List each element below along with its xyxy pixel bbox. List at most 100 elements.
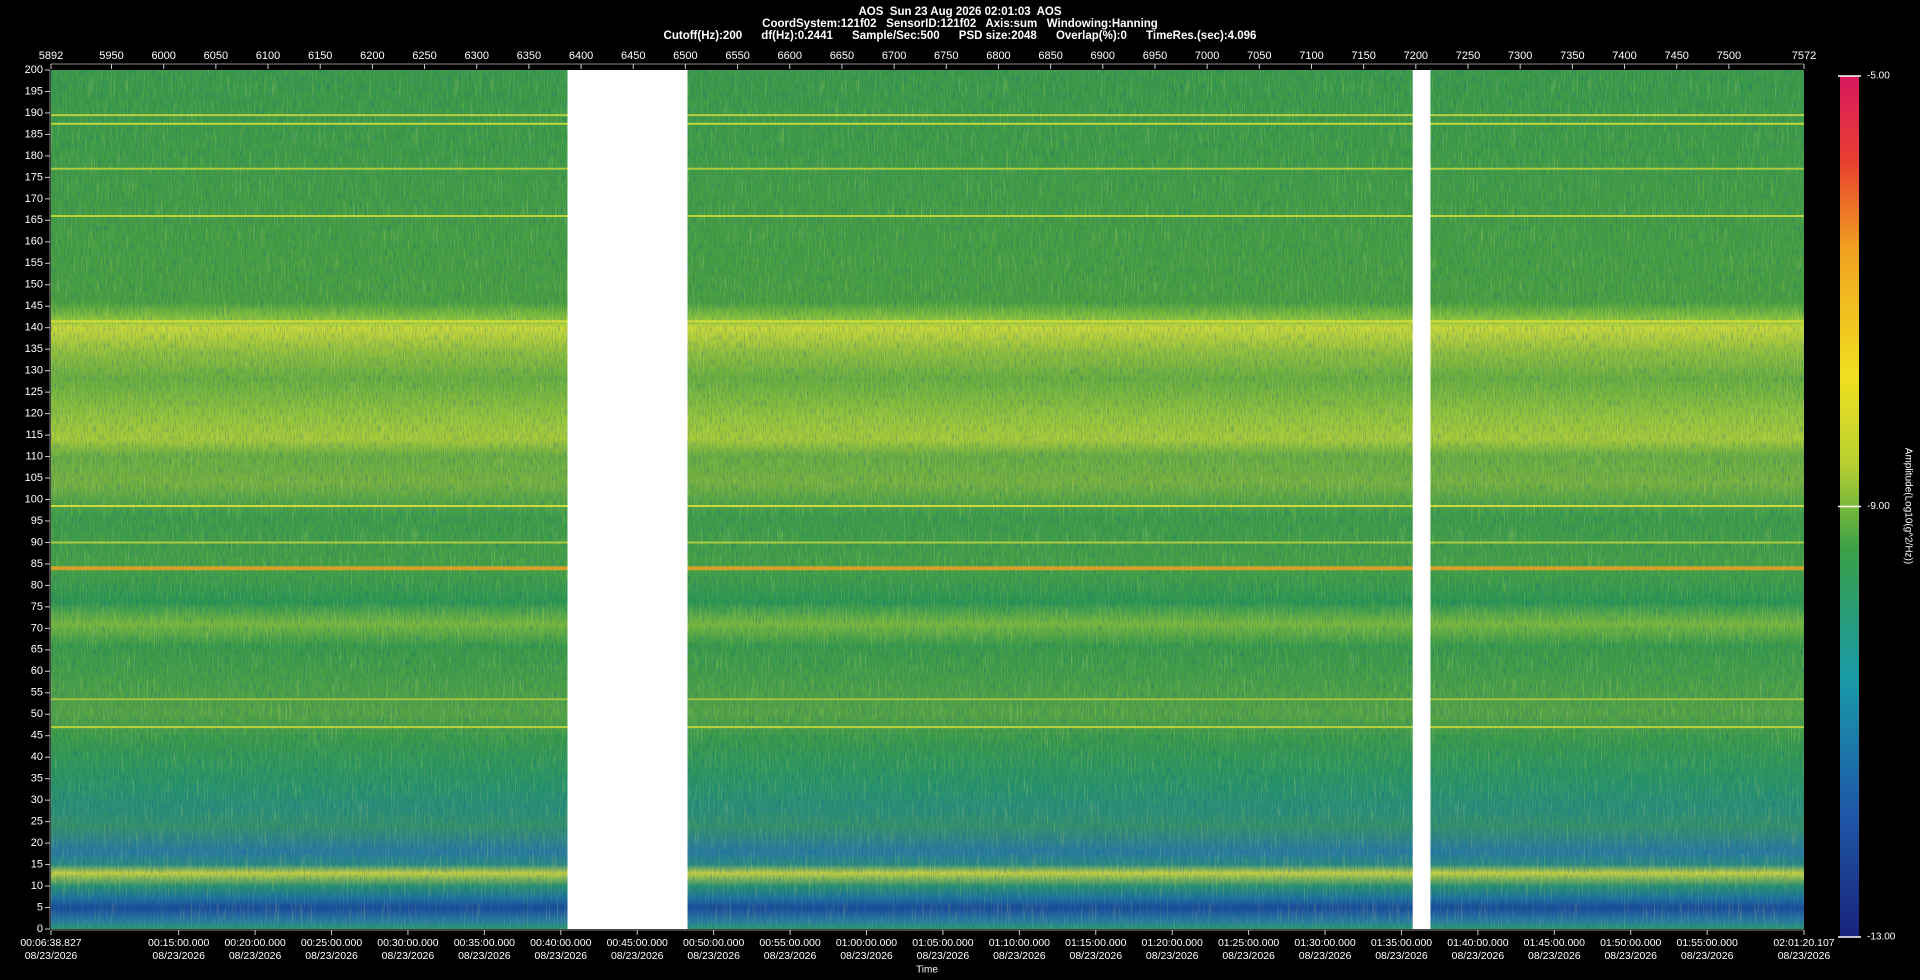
x-tick-label: 7150 xyxy=(1351,50,1375,62)
x-tick-label: 6500 xyxy=(673,50,697,62)
time-tick-date: 08/23/2026 xyxy=(1604,950,1657,962)
time-tick-label: 01:05:00.000 xyxy=(912,937,973,949)
y-tick-label: 155 xyxy=(25,257,43,269)
time-tick-label: 01:20:00.000 xyxy=(1142,937,1203,949)
time-tick-date: 08/23/2026 xyxy=(458,950,511,962)
time-tick-date: 08/23/2026 xyxy=(1375,950,1428,962)
y-tick-label: 70 xyxy=(31,622,43,634)
time-tick-date: 08/23/2026 xyxy=(1681,950,1734,962)
x-tick-label: 7200 xyxy=(1404,50,1428,62)
time-tick-label: 00:55:00.000 xyxy=(759,937,820,949)
y-tick-label: 85 xyxy=(31,558,43,570)
x-tick-label: 6050 xyxy=(204,50,228,62)
y-tick-label: 190 xyxy=(25,107,43,119)
colorbar-tick-label: -13.00 xyxy=(1867,932,1896,943)
time-tick-label: 00:45:00.000 xyxy=(607,937,668,949)
time-tick-date: 08/23/2026 xyxy=(993,950,1046,962)
y-tick-label: 0 xyxy=(37,923,43,935)
x-tick-label: 6900 xyxy=(1091,50,1115,62)
time-tick-label: 01:35:00.000 xyxy=(1371,937,1432,949)
colorbar-tick-label: -9.00 xyxy=(1867,501,1890,512)
spectrogram-texture xyxy=(51,70,1804,929)
data-gap xyxy=(1412,70,1431,929)
x-tick-label: 7450 xyxy=(1664,50,1688,62)
y-tick-label: 145 xyxy=(25,300,43,312)
y-tick-label: 180 xyxy=(25,150,43,162)
time-tick-date: 08/23/2026 xyxy=(1528,950,1581,962)
x-tick-label: 5950 xyxy=(99,50,123,62)
y-tick-label: 170 xyxy=(25,193,43,205)
x-tick-label: 6200 xyxy=(360,50,384,62)
x-tick-label: 7572 xyxy=(1792,50,1816,62)
plot-area xyxy=(51,70,1804,929)
x-tick-label: 6600 xyxy=(778,50,802,62)
time-tick-date: 08/23/2026 xyxy=(764,950,817,962)
x-tick-label: 6700 xyxy=(882,50,906,62)
x-tick-label: 6550 xyxy=(725,50,749,62)
y-tick-label: 200 xyxy=(25,64,43,76)
time-tick-date: 08/23/2026 xyxy=(382,950,435,962)
time-tick-label: 01:00:00.000 xyxy=(836,937,897,949)
y-tick-label: 100 xyxy=(25,493,43,505)
y-tick-label: 60 xyxy=(31,665,43,677)
time-tick-label: 01:15:00.000 xyxy=(1065,937,1126,949)
time-tick-label: 00:40:00.000 xyxy=(530,937,591,949)
x-tick-label: 6750 xyxy=(934,50,958,62)
y-tick-label: 35 xyxy=(31,773,43,785)
time-tick-date: 08/23/2026 xyxy=(305,950,358,962)
time-tick-date: 08/23/2026 xyxy=(152,950,205,962)
y-tick-label: 160 xyxy=(25,236,43,248)
colorbar-label: Amplitude(Log10(g^2/Hz)) xyxy=(1902,448,1913,564)
time-tick-date: 08/23/2026 xyxy=(611,950,664,962)
x-tick-label: 5892 xyxy=(39,50,63,62)
time-tick-date: 08/23/2026 xyxy=(25,950,78,962)
x-tick-label: 7400 xyxy=(1612,50,1636,62)
x-tick-label: 6800 xyxy=(986,50,1010,62)
y-tick-label: 175 xyxy=(25,171,43,183)
y-tick-label: 45 xyxy=(31,730,43,742)
y-tick-label: 140 xyxy=(25,322,43,334)
y-tick-label: 130 xyxy=(25,365,43,377)
y-tick-label: 135 xyxy=(25,343,43,355)
time-tick-date: 08/23/2026 xyxy=(1146,950,1199,962)
time-tick-label: 00:25:00.000 xyxy=(301,937,362,949)
x-tick-label: 6150 xyxy=(308,50,332,62)
y-tick-label: 65 xyxy=(31,644,43,656)
x-tick-label: 6250 xyxy=(412,50,436,62)
y-tick-label: 10 xyxy=(31,880,43,892)
x-tick-label: 6400 xyxy=(569,50,593,62)
colorbar-tick-label: -5.00 xyxy=(1867,71,1890,82)
x-tick-label: 7300 xyxy=(1508,50,1532,62)
time-tick-date: 08/23/2026 xyxy=(1452,950,1505,962)
time-tick-date: 08/23/2026 xyxy=(229,950,282,962)
time-tick-label: 01:25:00.000 xyxy=(1218,937,1279,949)
x-tick-label: 6000 xyxy=(151,50,175,62)
time-tick-label: 01:40:00.000 xyxy=(1447,937,1508,949)
y-tick-label: 40 xyxy=(31,751,43,763)
time-tick-date: 08/23/2026 xyxy=(1299,950,1352,962)
x-tick-label: 6850 xyxy=(1038,50,1062,62)
y-tick-label: 165 xyxy=(25,214,43,226)
y-tick-label: 185 xyxy=(25,128,43,140)
time-tick-label: 01:10:00.000 xyxy=(989,937,1050,949)
x-tick-label: 7100 xyxy=(1299,50,1323,62)
settings-text: Cutoff(Hz):200 df(Hz):0.2441 Sample/Sec:… xyxy=(664,30,1257,42)
time-tick-label: 00:50:00.000 xyxy=(683,937,744,949)
x-tick-label: 7000 xyxy=(1195,50,1219,62)
y-tick-label: 5 xyxy=(37,901,43,913)
x-tick-label: 6950 xyxy=(1143,50,1167,62)
time-tick-date: 08/23/2026 xyxy=(1222,950,1275,962)
y-tick-label: 50 xyxy=(31,708,43,720)
y-tick-label: 110 xyxy=(25,450,43,462)
time-tick-label: 00:15:00.000 xyxy=(148,937,209,949)
time-tick-date: 08/23/2026 xyxy=(687,950,740,962)
time-tick-date: 08/23/2026 xyxy=(1778,950,1831,962)
y-tick-label: 15 xyxy=(31,858,43,870)
y-tick-label: 30 xyxy=(31,794,43,806)
x-tick-label: 6300 xyxy=(464,50,488,62)
time-tick-date: 08/23/2026 xyxy=(535,950,588,962)
time-tick-date: 08/23/2026 xyxy=(917,950,970,962)
time-tick-label: 00:30:00.000 xyxy=(377,937,438,949)
